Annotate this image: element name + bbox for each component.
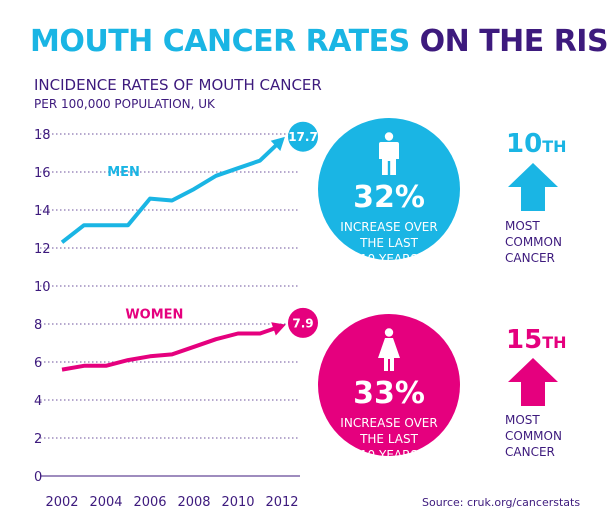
women-arrowhead xyxy=(271,322,286,336)
men-desc-line-2: THE LAST xyxy=(360,236,418,250)
men-end-value-bubble xyxy=(288,121,318,152)
men-desc-line-3: 10 YEARS xyxy=(359,252,419,266)
women-percent: 33% xyxy=(353,376,425,411)
men-rank-desc-line-2: COMMON xyxy=(505,235,562,249)
men-arrowhead xyxy=(270,136,285,151)
men-rank: 10TH xyxy=(506,129,567,159)
y-tick-label: 0 xyxy=(34,470,42,485)
women-up-arrow-icon xyxy=(508,358,558,406)
men-stat-circle: 32% INCREASE OVER THE LAST 10 YEARS xyxy=(318,118,460,266)
y-tick-label: 4 xyxy=(34,394,42,409)
y-tick-label: 12 xyxy=(34,242,51,257)
men-rank-desc: MOST COMMON CANCER xyxy=(505,218,595,266)
women-stat-circle: 33% INCREASE OVER THE LAST 10 YEARS xyxy=(318,314,460,462)
women-rank-desc-line-3: CANCER xyxy=(505,445,555,459)
chart-subtitle-units: PER 100,000 POPULATION, UK xyxy=(34,97,215,111)
women-end-value-label: 7.9 xyxy=(292,316,313,330)
men-desc-line-1: INCREASE OVER xyxy=(340,220,438,234)
men-series-label: MEN xyxy=(107,165,140,180)
men-rank-desc-line-3: CANCER xyxy=(505,251,555,265)
x-tick-label: 2008 xyxy=(177,495,210,510)
x-tick-label: 2006 xyxy=(133,495,166,510)
chart-subtitle: INCIDENCE RATES OF MOUTH CANCER xyxy=(34,76,322,94)
men-series-line xyxy=(60,138,284,244)
woman-icon xyxy=(378,328,400,371)
women-rank-desc-line-1: MOST xyxy=(505,413,540,427)
x-tick-label: 2002 xyxy=(45,495,78,510)
page-title: MOUTH CANCER RATES ON THE RISE xyxy=(30,24,610,59)
women-rank: 15TH xyxy=(506,325,567,355)
men-end-value-label: 17.7 xyxy=(288,130,318,144)
women-series-label: WOMEN xyxy=(125,307,183,322)
x-tick-label: 2004 xyxy=(89,495,122,510)
women-rank-number: 15 xyxy=(506,325,543,355)
women-desc-line-1: INCREASE OVER xyxy=(340,416,438,430)
men-percent: 32% xyxy=(353,180,425,215)
title-part-2: ON THE RISE xyxy=(419,24,610,59)
y-tick-label: 18 xyxy=(34,128,51,143)
y-tick-label: 2 xyxy=(34,432,42,447)
y-tick-label: 10 xyxy=(34,280,51,295)
women-desc-line-3: 10 YEARS xyxy=(359,448,419,462)
women-rank-desc-line-2: COMMON xyxy=(505,429,562,443)
men-rank-number: 10 xyxy=(506,129,543,159)
x-tick-label: 2010 xyxy=(221,495,254,510)
line-chart: 0 2 4 6 8 10 12 14 16 18 2002 2004 2006 2008 2010 2012 1… xyxy=(34,121,318,510)
x-tick-label: 2012 xyxy=(265,495,298,510)
women-rank-desc: MOST COMMON CANCER xyxy=(505,412,595,460)
y-tick-label: 14 xyxy=(34,204,51,219)
men-rank-suffix: TH xyxy=(542,137,567,156)
man-icon xyxy=(379,132,399,175)
source-note: Source: cruk.org/cancerstats xyxy=(422,496,581,509)
women-series-line xyxy=(61,324,283,372)
title-part-1: MOUTH CANCER RATES xyxy=(30,24,410,59)
y-tick-label: 16 xyxy=(34,166,51,181)
y-tick-label: 6 xyxy=(34,356,42,371)
women-end-value-bubble xyxy=(288,307,318,338)
y-tick-label: 8 xyxy=(34,318,42,333)
men-up-arrow-icon xyxy=(508,163,558,211)
women-desc-line-2: THE LAST xyxy=(360,432,418,446)
men-rank-desc-line-1: MOST xyxy=(505,219,540,233)
women-rank-suffix: TH xyxy=(542,333,567,352)
